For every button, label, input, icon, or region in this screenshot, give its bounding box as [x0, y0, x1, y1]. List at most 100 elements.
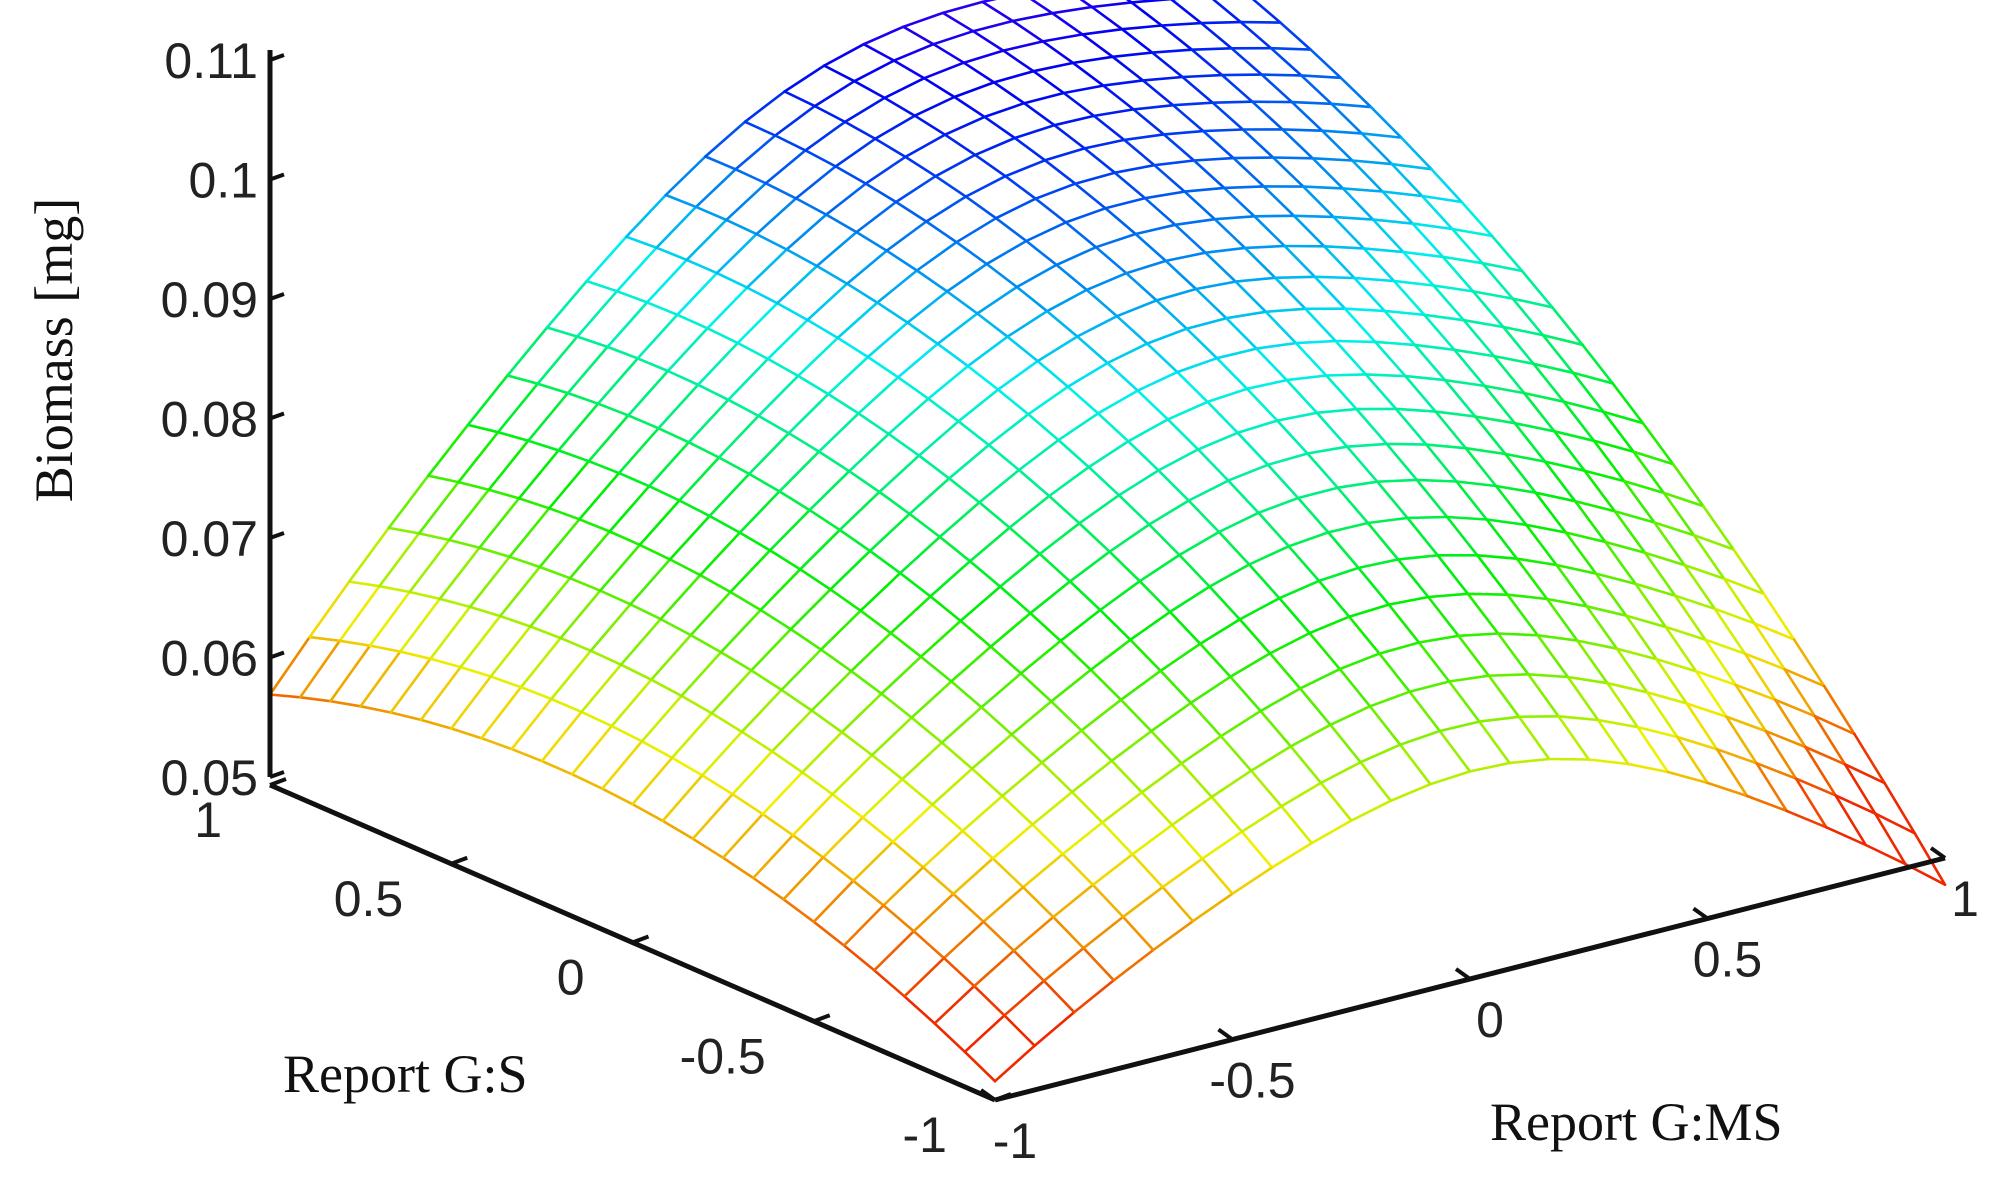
- mesh-line: [1283, 244, 1317, 279]
- mesh-line: [1096, 412, 1130, 443]
- mesh-line: [1181, 75, 1214, 104]
- mesh-line: [1432, 284, 1475, 293]
- mesh-line: [1185, 327, 1219, 360]
- mesh-line: [610, 678, 653, 728]
- mesh-line: [921, 829, 965, 869]
- mesh-line: [1794, 777, 1837, 797]
- y-tick-mark: [813, 1013, 831, 1024]
- mesh-line: [873, 114, 917, 141]
- mesh-line: [780, 688, 814, 712]
- mesh-line: [775, 264, 819, 305]
- mesh-line: [1438, 729, 1472, 773]
- mesh-line: [822, 64, 856, 83]
- mesh-line: [1378, 641, 1421, 655]
- mesh-line: [1513, 421, 1556, 433]
- mesh-line: [1398, 729, 1442, 747]
- mesh-line: [1036, 359, 1070, 389]
- mesh-line: [1076, 335, 1109, 365]
- mesh-line: [1083, 138, 1126, 150]
- mesh-line: [1120, 27, 1154, 54]
- mesh-line: [438, 546, 481, 601]
- mesh-line: [1543, 460, 1577, 503]
- mesh-line: [1064, 207, 1107, 224]
- mesh-line: [806, 318, 840, 340]
- mesh-line: [687, 440, 721, 459]
- mesh-line: [894, 174, 937, 204]
- mesh-line: [1034, 197, 1068, 224]
- mesh-line: [849, 631, 893, 673]
- mesh-line: [1704, 638, 1737, 687]
- mesh-line: [1047, 465, 1091, 498]
- y-tick-label: -0.5: [680, 1028, 766, 1084]
- mesh-line: [778, 450, 821, 493]
- mesh-line: [1194, 287, 1228, 320]
- mesh-line: [1287, 531, 1330, 548]
- mesh-line: [519, 636, 562, 689]
- mesh-line: [1259, 687, 1302, 713]
- mesh-line: [913, 114, 947, 136]
- mesh-line: [1171, 103, 1205, 133]
- mesh-line: [689, 590, 732, 637]
- mesh-line: [1313, 275, 1356, 280]
- mesh-line: [1683, 563, 1717, 611]
- mesh-line: [1404, 374, 1447, 382]
- mesh-line: [1592, 439, 1635, 454]
- mesh-line: [1308, 631, 1342, 671]
- mesh-line: [1160, 21, 1203, 27]
- mesh-line: [1200, 21, 1233, 50]
- y-tick-mark: [269, 777, 287, 787]
- mesh-line: [1511, 297, 1545, 337]
- mesh-line: [1462, 318, 1496, 358]
- mesh-line: [1471, 290, 1514, 300]
- mesh-line: [1019, 672, 1053, 703]
- mesh-line: [468, 605, 502, 618]
- mesh-line: [1234, 280, 1268, 314]
- mesh-line: [1785, 809, 1828, 829]
- mesh-line: [1231, 866, 1274, 896]
- mesh-line: [1143, 196, 1177, 227]
- mesh-line: [1019, 639, 1062, 675]
- mesh-line: [338, 639, 372, 647]
- mesh-line: [987, 412, 1030, 447]
- mesh-line: [1381, 190, 1424, 198]
- mesh-line: [968, 559, 1002, 588]
- mesh-line: [1385, 442, 1419, 482]
- mesh-line: [783, 64, 826, 93]
- mesh-line: [1183, 186, 1226, 193]
- mesh-line: [766, 318, 809, 361]
- mesh-line: [1150, 701, 1193, 733]
- mesh-line: [1434, 410, 1468, 450]
- mesh-line: [1150, 729, 1183, 765]
- z-tick-label: 0.06: [161, 631, 258, 687]
- mesh-line: [1015, 285, 1049, 313]
- mesh-line: [785, 213, 828, 251]
- mesh-line: [880, 655, 923, 696]
- mesh-line: [1190, 48, 1224, 77]
- mesh-line: [1622, 479, 1666, 495]
- mesh-line: [1290, 100, 1333, 106]
- mesh-line: [1371, 218, 1405, 254]
- mesh-line: [670, 711, 714, 760]
- mesh-line: [892, 42, 935, 62]
- mesh-line: [1492, 354, 1526, 395]
- mesh-line: [1655, 657, 1688, 705]
- mesh-line: [1300, 74, 1333, 106]
- mesh-line: [498, 614, 532, 628]
- mesh-line: [1813, 714, 1856, 736]
- mesh-line: [980, 672, 1023, 709]
- mesh-line: [1347, 603, 1391, 619]
- mesh-line: [498, 565, 542, 618]
- mesh-line: [1281, 128, 1324, 132]
- mesh-line: [1255, 341, 1298, 350]
- mesh-line: [834, 137, 877, 168]
- mesh-line: [1132, 108, 1166, 136]
- mesh-line: [904, 155, 937, 178]
- mesh-line: [1189, 701, 1223, 738]
- mesh-line: [804, 149, 837, 168]
- mesh-line: [859, 571, 902, 613]
- mesh-line: [882, 865, 925, 907]
- mesh-line: [1022, 91, 1066, 105]
- mesh-line: [694, 205, 728, 222]
- mesh-line: [1366, 516, 1409, 525]
- mesh-line: [1506, 593, 1539, 637]
